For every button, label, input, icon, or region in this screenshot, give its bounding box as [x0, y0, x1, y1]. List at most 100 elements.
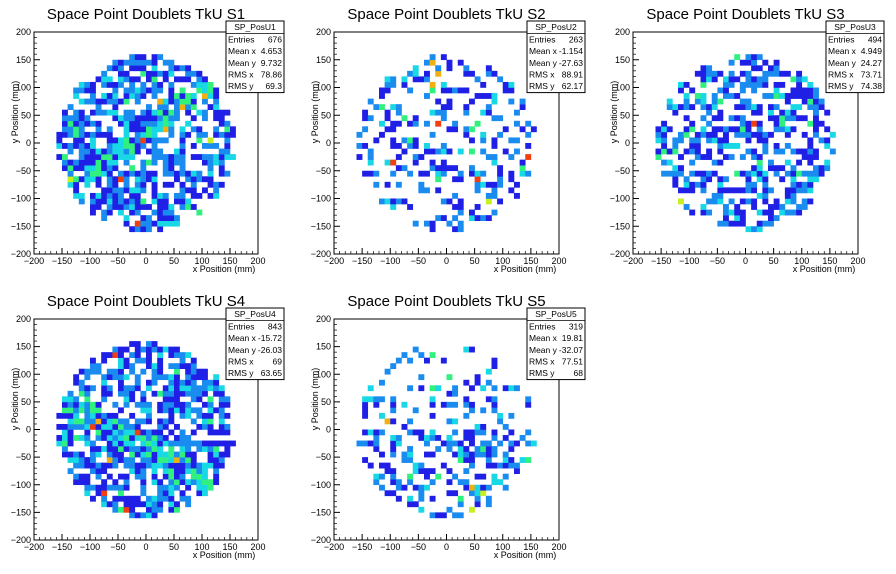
- bin-cell: [146, 346, 152, 353]
- x-axis-label: x Position (mm): [793, 264, 856, 274]
- bin-cell: [151, 506, 158, 513]
- bin-cell: [134, 137, 141, 144]
- bin-cell: [508, 457, 515, 463]
- bin-cell: [762, 220, 769, 227]
- stats-name: SP_PosU2: [535, 22, 577, 32]
- bin-cell: [67, 120, 74, 127]
- bin-cell: [151, 143, 158, 149]
- bin-cell: [190, 451, 197, 458]
- bin-cell: [162, 401, 169, 408]
- bin-cell: [689, 120, 696, 127]
- bin-cell: [491, 396, 498, 403]
- bin-cell: [502, 451, 509, 458]
- bin-cell: [773, 65, 780, 72]
- bin-cell: [207, 457, 214, 463]
- bin-cell: [146, 495, 152, 502]
- bin-cell: [112, 204, 119, 210]
- bin-cell: [807, 198, 814, 205]
- bin-cell: [207, 423, 214, 430]
- bin-cell: [469, 148, 475, 155]
- bin-cell: [190, 115, 197, 122]
- bin-cell: [84, 98, 91, 105]
- bin-cell: [784, 93, 791, 99]
- bin-cell: [412, 407, 419, 414]
- y-tick-label: −200: [11, 535, 31, 545]
- bin-cell: [514, 148, 520, 155]
- bin-cell: [446, 148, 453, 155]
- bin-cell: [134, 451, 141, 458]
- bin-cell: [168, 479, 175, 486]
- bin-cell: [140, 70, 147, 77]
- bin-cell: [140, 429, 147, 436]
- bin-cell: [179, 187, 186, 194]
- bin-cell: [146, 401, 152, 408]
- bin-cell: [90, 93, 96, 99]
- bin-cell: [106, 187, 113, 194]
- bin-cell: [168, 220, 175, 227]
- bin-cell: [418, 352, 425, 358]
- bin-cell: [762, 148, 769, 155]
- bin-cell: [162, 385, 169, 392]
- bin-cell: [106, 352, 113, 358]
- bin-cell: [390, 120, 397, 127]
- bin-cell: [751, 165, 758, 172]
- bin-cell: [207, 143, 214, 149]
- bin-cell: [190, 181, 197, 188]
- bin-cell: [129, 148, 136, 155]
- bin-cell: [502, 148, 509, 155]
- bin-cell: [101, 462, 108, 469]
- bin-cell: [134, 435, 141, 441]
- bin-cell: [84, 176, 91, 183]
- bin-cell: [435, 109, 442, 116]
- bin-cell: [106, 198, 113, 205]
- stats-key: Mean y: [228, 58, 257, 68]
- bin-cell: [700, 98, 707, 105]
- bin-cell: [123, 401, 130, 408]
- bin-cell: [407, 120, 414, 127]
- bin-cell: [751, 226, 758, 233]
- bin-cell: [140, 109, 147, 116]
- bin-cell: [655, 137, 662, 144]
- bin-cell: [90, 81, 96, 88]
- bin-cell: [773, 198, 780, 205]
- bin-cell: [807, 143, 814, 149]
- bin-cell: [672, 176, 679, 183]
- bin-cell: [801, 204, 808, 210]
- bin-cell: [502, 87, 509, 94]
- bin-cell: [463, 412, 470, 419]
- bin-cell: [807, 120, 814, 127]
- x-tick-label: 50: [470, 542, 480, 552]
- bin-cell: [762, 192, 769, 199]
- bin-cell: [401, 115, 408, 122]
- bin-cell: [157, 204, 164, 210]
- bin-cell: [112, 176, 119, 183]
- bin-cell: [134, 93, 141, 99]
- bin-cell: [469, 440, 475, 447]
- bin-cell: [390, 446, 397, 452]
- y-axis-label: y Position (mm): [10, 81, 20, 144]
- bin-cell: [751, 81, 758, 88]
- bin-cell: [168, 165, 175, 172]
- bin-cell: [514, 109, 520, 116]
- bin-cell: [190, 462, 197, 469]
- bin-cell: [101, 159, 108, 166]
- bin-cell: [129, 187, 136, 194]
- bin-cell: [106, 159, 113, 166]
- stats-key: Entries: [228, 35, 254, 45]
- x-tick-label: −150: [651, 256, 671, 266]
- bin-cell: [362, 401, 369, 408]
- bin-cell: [390, 418, 397, 425]
- bin-cell: [174, 159, 180, 166]
- bin-cell: [666, 170, 673, 177]
- x-tick-label: 100: [495, 256, 510, 266]
- bin-cell: [779, 70, 786, 77]
- bin-cell: [807, 87, 814, 94]
- bin-cell: [756, 192, 763, 199]
- bin-cell: [734, 54, 741, 61]
- bin-cell: [717, 181, 724, 188]
- bin-cell: [174, 457, 180, 463]
- bin-cell: [661, 126, 668, 133]
- bin-cell: [739, 87, 746, 94]
- bin-cell: [728, 220, 735, 227]
